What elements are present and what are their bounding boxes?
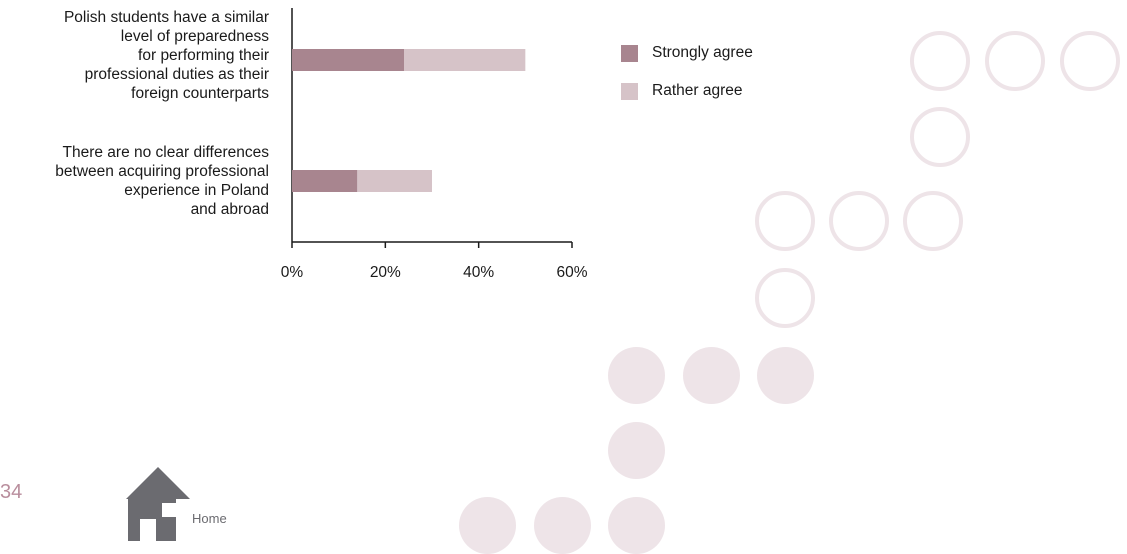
decorative-dot	[683, 347, 740, 404]
decorative-ring	[985, 31, 1045, 91]
decorative-ring	[755, 191, 815, 251]
category-label-line: between acquiring professional	[55, 163, 269, 180]
decorative-ring	[903, 191, 963, 251]
page-number: 34	[0, 481, 23, 503]
decorative-ring	[1060, 31, 1120, 91]
category-label-line: for performing their	[138, 47, 269, 64]
category-label-line: foreign counterparts	[131, 85, 269, 102]
bar-strongly-agree-2	[292, 170, 358, 192]
category-label-line: professional duties as their	[84, 66, 269, 83]
bar-rather-agree-2	[357, 170, 432, 192]
x-tick-label: 0%	[280, 264, 304, 281]
home-label: Home	[192, 511, 227, 526]
bar-strongly-agree-1	[292, 49, 404, 71]
home-icon	[126, 467, 190, 541]
legend-label-strongly-agree: Strongly agree	[652, 44, 753, 61]
category-label: Polish students have a similar level of p…	[0, 8, 269, 103]
legend-label-rather-agree: Rather agree	[652, 82, 743, 99]
bar-rather-agree-1	[404, 49, 526, 71]
legend-item-rather-agree: Rather agree	[621, 81, 742, 101]
category-label-line: and abroad	[190, 201, 269, 218]
category-label-line: level of preparedness	[120, 28, 269, 45]
x-tick-label: 20%	[369, 264, 401, 281]
category-label-line: There are no clear differences	[62, 144, 270, 161]
decorative-ring	[829, 191, 889, 251]
decorative-dot	[757, 347, 814, 404]
x-tick-label: 60%	[556, 264, 588, 281]
decorative-ring	[910, 107, 970, 167]
decorative-dot	[459, 497, 516, 554]
category-label: There are no clear differences between ac…	[0, 143, 269, 219]
home-link[interactable]: Home	[126, 467, 246, 547]
legend-swatch-strongly-agree	[621, 44, 638, 62]
decorative-dot	[608, 422, 665, 479]
decorative-dot	[534, 497, 591, 554]
decorative-dot	[608, 347, 665, 404]
decorative-ring	[755, 268, 815, 328]
legend-swatch-rather-agree	[621, 82, 638, 100]
category-label-line: experience in Poland	[124, 182, 269, 199]
category-label-line: Polish students have a similar	[63, 9, 269, 26]
x-tick-label: 40%	[463, 264, 495, 281]
legend-item-strongly-agree: Strongly agree	[621, 43, 753, 63]
decorative-ring	[910, 31, 970, 91]
decorative-dot	[608, 497, 665, 554]
